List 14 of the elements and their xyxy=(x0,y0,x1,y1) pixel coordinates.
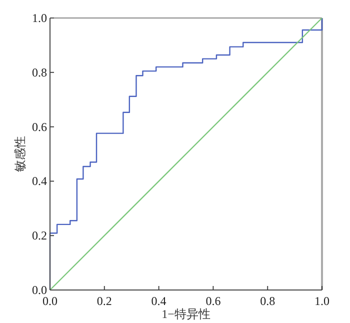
x-tick-label: 0.2 xyxy=(96,294,112,308)
x-tick-label: 1.0 xyxy=(314,294,330,308)
y-tick-label: 0.2 xyxy=(32,228,47,243)
x-tick-label: 0.6 xyxy=(206,294,221,308)
x-tick-label: 0.4 xyxy=(151,294,166,308)
x-tick-label: 0.0 xyxy=(42,294,58,308)
y-tick-label: 0.6 xyxy=(32,120,47,134)
y-tick-label: 0.0 xyxy=(32,283,47,297)
y-axis-title: 敏感性 xyxy=(13,136,27,172)
x-tick-label: 0.8 xyxy=(260,294,276,308)
x-axis-title: 1−特异性 xyxy=(162,307,210,321)
y-tick-label: 0.4 xyxy=(32,174,47,188)
y-tick-label: 1.0 xyxy=(32,11,47,25)
y-tick-label: 0.8 xyxy=(32,65,47,80)
